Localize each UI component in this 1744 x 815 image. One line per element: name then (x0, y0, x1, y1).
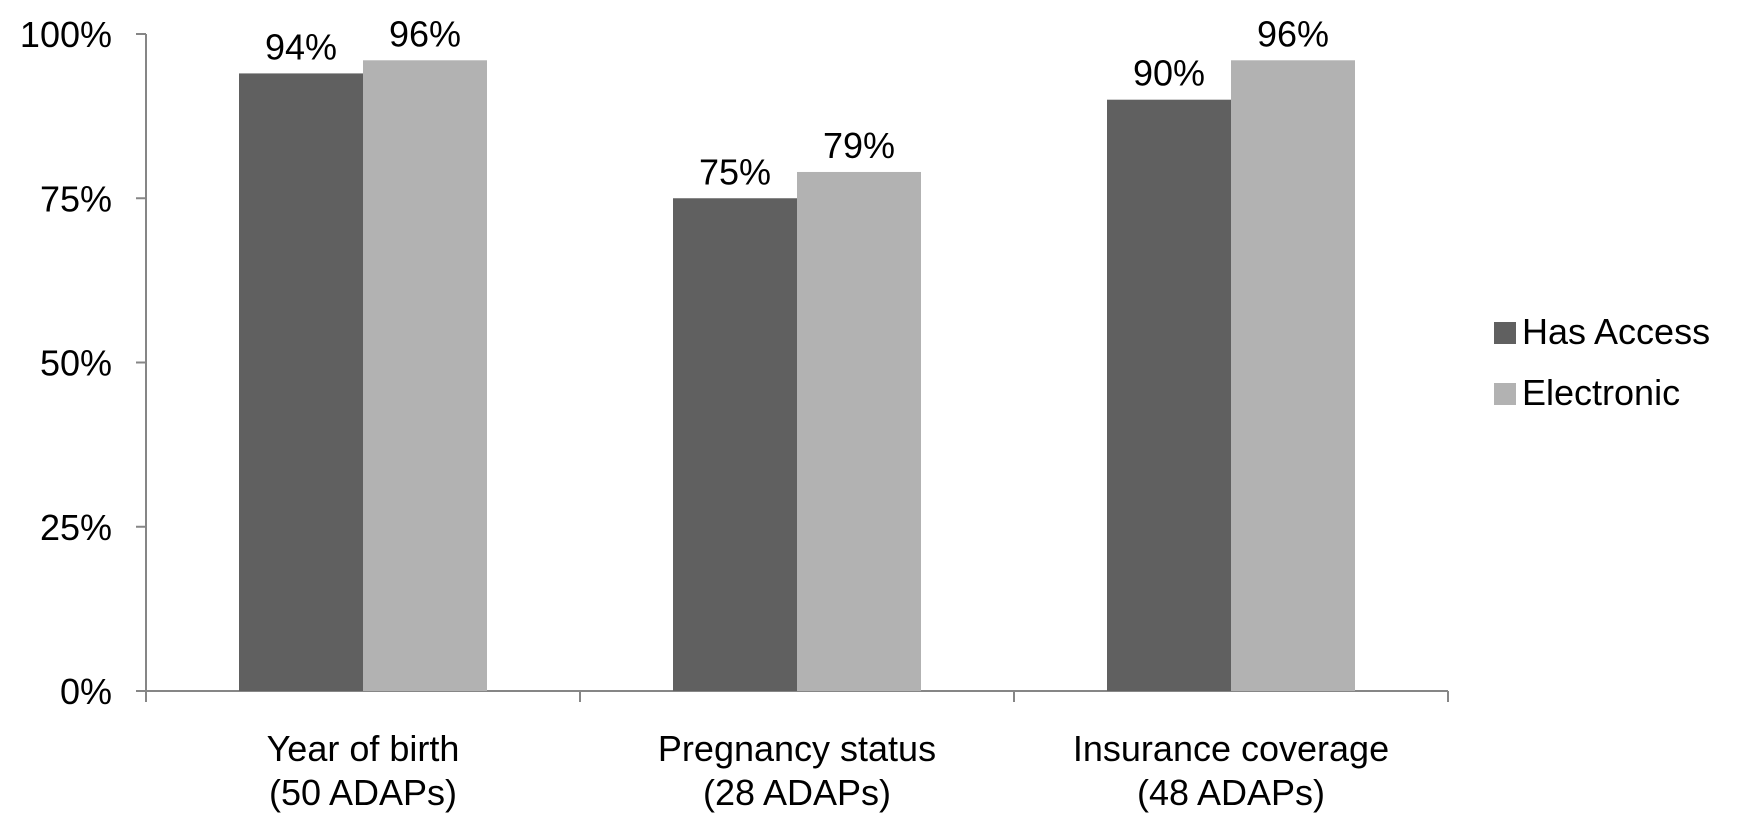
x-category-label: (48 ADAPs) (1137, 772, 1325, 813)
y-tick-label: 50% (40, 343, 112, 384)
x-category-label: (50 ADAPs) (269, 772, 457, 813)
data-label: 75% (699, 151, 771, 192)
legend-swatch (1494, 322, 1516, 344)
y-tick-label: 25% (40, 507, 112, 548)
bar-has-access (673, 198, 797, 691)
bar-electronic (1231, 60, 1355, 691)
category-labels: Year of birth(50 ADAPs)Pregnancy status(… (267, 728, 1390, 813)
data-label: 79% (823, 125, 895, 166)
legend-label: Electronic (1522, 372, 1680, 413)
data-label: 90% (1133, 53, 1205, 94)
y-tick-label: 100% (20, 14, 112, 55)
data-label: 96% (389, 13, 461, 54)
y-axis: 0% 25% 50% 75% 100% (20, 14, 147, 712)
y-tick-label: 75% (40, 178, 112, 219)
x-category-label: Insurance coverage (1073, 728, 1389, 769)
data-label: 94% (265, 26, 337, 67)
bar-has-access (1107, 99, 1231, 691)
legend: Has Access Electronic (1494, 311, 1710, 413)
x-category-label: (28 ADAPs) (703, 772, 891, 813)
x-axis (145, 690, 1449, 702)
legend-swatch (1494, 383, 1516, 405)
y-tick-label: 0% (60, 671, 112, 712)
bars (239, 60, 1355, 692)
bar-electronic (797, 171, 921, 692)
bar-has-access (239, 73, 363, 692)
bar-electronic (363, 60, 487, 691)
data-label: 96% (1257, 13, 1329, 54)
x-category-label: Pregnancy status (658, 728, 936, 769)
x-category-label: Year of birth (267, 728, 460, 769)
data-labels: 94% 96% 75% 79% 90% 96% (265, 13, 1329, 192)
legend-label: Has Access (1522, 311, 1710, 352)
